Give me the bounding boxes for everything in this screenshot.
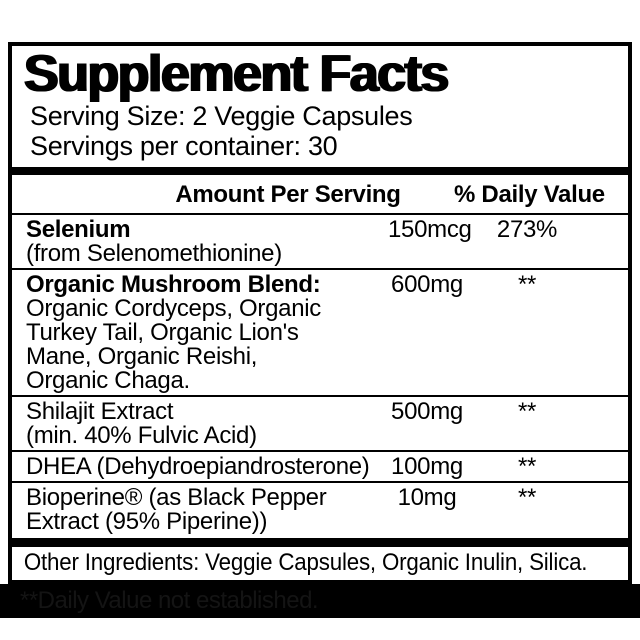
ingredient-name-cell: Organic Mushroom Blend: Organic Cordycep… [26, 273, 388, 393]
ingredient-daily-value: ** [517, 271, 537, 298]
thick-divider-top [12, 167, 628, 175]
ingredient-row-dhea: DHEA (Dehydroepiandrosterone) 100mg ** [12, 452, 628, 483]
ingredient-daily-value: ** [517, 484, 537, 511]
ingredient-name-cell: DHEA (Dehydroepiandrosterone) [26, 455, 388, 479]
ingredient-name: Bioperine® (as Black Pepper Extract (95%… [26, 484, 327, 535]
ingredient-name-cell: Bioperine® (as Black Pepper Extract (95%… [26, 486, 388, 534]
ingredient-name-cell: Selenium (from Selenomethionine) [26, 218, 388, 266]
panel-title: Supplement Facts [24, 45, 449, 103]
ingredient-name: Selenium [26, 216, 131, 243]
amount-per-serving-header: Amount Per Serving [175, 181, 401, 208]
ingredient-name: Organic Mushroom Blend: [26, 271, 321, 298]
ingredient-detail: Organic Cordyceps, Organic Turkey Tail, … [26, 295, 321, 394]
ingredient-detail: (from Selenomethionine) [26, 240, 282, 267]
thick-divider-bottom [12, 538, 628, 547]
ingredient-detail: (min. 40% Fulvic Acid) [26, 422, 257, 449]
ingredient-row-bioperine: Bioperine® (as Black Pepper Extract (95%… [12, 483, 628, 538]
ingredient-amount: 100mg [391, 453, 463, 480]
ingredient-daily-value: 273% [496, 216, 558, 243]
daily-value-header: % Daily Value [454, 181, 605, 208]
ingredient-name: Shilajit Extract [26, 398, 174, 425]
ingredient-amount: 500mg [391, 398, 463, 425]
supplement-facts-panel: Supplement Facts Serving Size: 2 Veggie … [8, 42, 632, 584]
daily-value-footnote: **Daily Value not established. [20, 587, 319, 614]
ingredient-name-cell: Shilajit Extract (min. 40% Fulvic Acid) [26, 400, 388, 448]
ingredient-name: DHEA (Dehydroepiandrosterone) [26, 453, 370, 480]
ingredient-row-mushroom-blend: Organic Mushroom Blend: Organic Cordycep… [12, 270, 628, 397]
supplement-label-page: Supplement Facts Serving Size: 2 Veggie … [0, 42, 640, 640]
ingredient-row-selenium: Selenium (from Selenomethionine) 150mcg … [12, 215, 628, 270]
ingredient-daily-value: ** [517, 453, 537, 480]
ingredient-daily-value: ** [517, 398, 537, 425]
servings-per-container-line: Servings per container: 30 [30, 131, 338, 161]
ingredient-amount: 150mcg [388, 216, 472, 243]
ingredient-amount: 600mg [391, 271, 463, 298]
ingredient-amount: 10mg [397, 484, 457, 511]
other-ingredients-line: Other Ingredients: Veggie Capsules, Orga… [23, 549, 588, 576]
footnote-band: **Daily Value not established. [0, 584, 640, 618]
column-header-row: Amount Per Serving % Daily Value [12, 175, 628, 215]
serving-size-line: Serving Size: 2 Veggie Capsules [30, 101, 413, 131]
ingredient-row-shilajit: Shilajit Extract (min. 40% Fulvic Acid) … [12, 397, 628, 452]
